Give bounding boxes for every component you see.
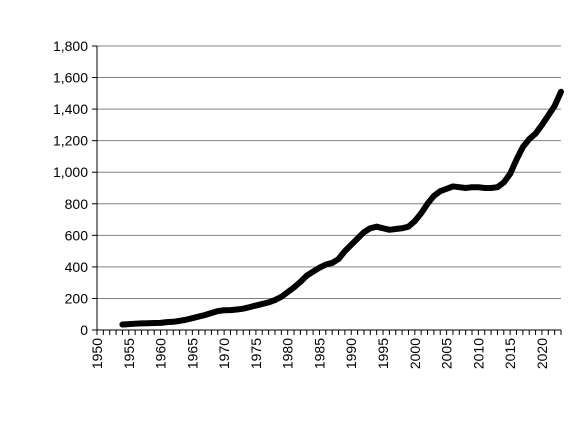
y-tick-label: 1,800 bbox=[53, 38, 88, 54]
x-tick-label: 2015 bbox=[502, 338, 518, 369]
axes bbox=[92, 45, 562, 335]
y-tick-labels: 0 200 400 600 800 1,000 1,200 1,400 1,600 1,800 bbox=[53, 38, 88, 338]
y-tick-label: 1,000 bbox=[53, 164, 88, 180]
x-tick-label: 1965 bbox=[184, 338, 200, 369]
y-tick-label: 1,400 bbox=[53, 101, 88, 117]
y-tick-label: 0 bbox=[80, 322, 88, 338]
gridlines bbox=[97, 45, 561, 299]
x-tick-label: 1960 bbox=[153, 338, 169, 369]
x-tick-label: 2000 bbox=[407, 338, 423, 369]
x-tick-label: 1985 bbox=[311, 338, 327, 369]
x-tick-label: 1975 bbox=[248, 338, 264, 369]
x-tick-label: 1990 bbox=[343, 338, 359, 369]
y-tick-label: 600 bbox=[65, 227, 89, 243]
x-tick-label: 1970 bbox=[216, 338, 232, 369]
y-tick-label: 1,200 bbox=[53, 133, 88, 149]
series-line bbox=[119, 88, 564, 328]
x-tick-label: 2020 bbox=[534, 338, 550, 369]
x-tick-label: 1980 bbox=[280, 338, 296, 369]
x-tick-label: 1955 bbox=[121, 338, 137, 369]
y-tick-label: 800 bbox=[65, 196, 89, 212]
x-tick-label: 2010 bbox=[470, 338, 486, 369]
x-tick-label: 1950 bbox=[89, 338, 105, 369]
series-layer bbox=[119, 88, 564, 328]
x-tick-labels: 1950 1955 1960 1965 1970 1975 1980 1985 1990 1995… bbox=[89, 338, 550, 369]
y-tick-label: 200 bbox=[65, 290, 89, 306]
y-tick-label: 1,600 bbox=[53, 70, 88, 86]
x-tick-label: 2005 bbox=[439, 338, 455, 369]
x-tick-label: 1995 bbox=[375, 338, 391, 369]
y-tick-label: 400 bbox=[65, 259, 89, 275]
